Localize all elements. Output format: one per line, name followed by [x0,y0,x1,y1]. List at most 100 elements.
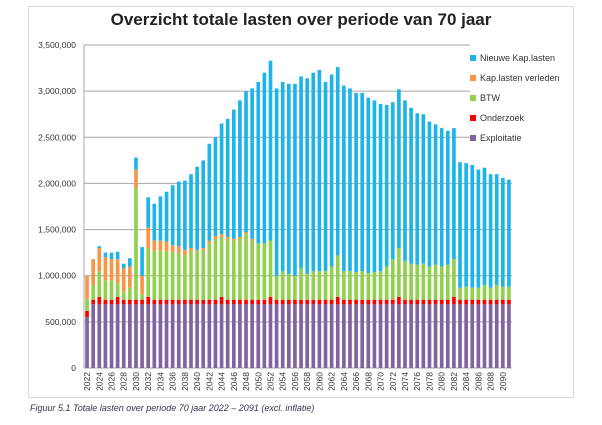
bar-segment-nieuwe-kap-lasten [415,113,420,265]
x-tick-label: 2034 [155,372,165,391]
bar-segment-exploitatie [128,304,132,368]
bar-segment-onderzoek [189,299,193,305]
bar-segment-exploitatie [238,304,242,368]
bar-segment-nieuwe-kap-lasten [207,143,212,241]
legend-item-exploitatie: Exploitatie [470,128,570,148]
bar-segment-nieuwe-kap-lasten [164,191,169,242]
x-tick-label: 2060 [314,372,324,391]
bar-segment-onderzoek [231,299,236,305]
bar-segment-exploitatie [458,304,462,368]
bar-segment-onderzoek [348,299,352,305]
x-tick-label: 2022 [82,372,92,391]
x-tick-label: 2064 [339,372,349,391]
bar-segment-nieuwe-kap-lasten [170,185,175,246]
bar-segment-onderzoek [176,299,181,305]
x-tick-label: 2070 [376,372,386,391]
bar-segment-onderzoek [470,299,475,305]
bar-segment-nieuwe-kap-lasten [488,174,493,288]
bar-segment-nieuwe-kap-lasten [219,123,224,235]
x-tick-label: 2080 [437,372,447,391]
x-tick-label: 2032 [143,372,153,391]
x-tick-label: 2036 [168,372,178,391]
bar-segment-exploitatie [121,304,126,368]
bar-segment-btw [305,273,310,300]
legend-swatch [470,115,476,121]
bar-segment-nieuwe-kap-lasten [323,81,328,272]
bar-segment-exploitatie [274,304,279,368]
bar-segment-onderzoek [360,299,365,305]
bar-segment-nieuwe-kap-lasten [280,81,285,272]
bar-segment-onderzoek [445,299,450,305]
bar-segment-onderzoek [390,299,395,305]
bar-segment-exploitatie [342,304,346,368]
bar-segment-onderzoek [458,299,462,305]
x-tick-label: 2026 [107,372,117,391]
bar-segment-btw [164,250,169,300]
x-tick-label: 2078 [424,372,434,391]
bar-segment-exploitatie [409,304,413,368]
bar-segment-btw [390,259,395,300]
x-tick-label: 2074 [400,372,410,391]
bar-segment-exploitatie [305,304,310,368]
bar-segment-btw [488,287,493,300]
bar-segment-onderzoek [433,299,438,305]
x-tick-label: 2082 [449,372,459,391]
bar-segment-nieuwe-kap-lasten [378,104,383,272]
bar-segment-nieuwe-kap-lasten [452,128,456,260]
bar-segment-kap-lasten-verleden [238,236,242,239]
bar-segment-exploitatie [195,304,199,368]
bar-segment-onderzoek [146,296,151,305]
bar-segment-btw [421,263,426,300]
bar-segment-btw [262,243,267,300]
bar-segment-btw [403,260,407,300]
bar-segment-btw [256,243,261,300]
bar-segment-btw [452,259,456,297]
bar-segment-btw [146,248,151,297]
bar-segment-nieuwe-kap-lasten [317,69,322,272]
y-tick-label: 1,500,000 [38,225,76,235]
bar-segment-nieuwe-kap-lasten [390,102,395,260]
legend-swatch [470,95,476,101]
legend-label: Exploitatie [480,133,522,143]
bar-segment-kap-lasten-verleden [231,238,236,241]
bar-segment-kap-lasten-verleden [121,268,126,292]
bar-segment-nieuwe-kap-lasten [360,92,365,272]
bar-segment-nieuwe-kap-lasten [189,174,193,249]
bar-segment-btw [115,283,120,297]
bar-segment-exploitatie [421,304,426,368]
bar-segment-nieuwe-kap-lasten [274,88,279,276]
bar-segment-exploitatie [189,304,193,368]
bar-segment-btw [103,280,108,300]
bar-segment-exploitatie [378,304,383,368]
bar-segment-btw [121,291,126,300]
bar-segment-nieuwe-kap-lasten [421,114,426,264]
bar-segment-exploitatie [103,304,108,368]
bar-segment-kap-lasten-verleden [134,169,138,189]
bar-segment-onderzoek [238,299,242,305]
bar-segment-onderzoek [482,299,487,305]
bar-segment-btw [225,238,230,300]
bar-segment-exploitatie [482,304,487,368]
bar-segment-btw [195,250,199,300]
x-tick-label: 2052 [265,372,275,391]
bar-segment-nieuwe-kap-lasten [433,124,438,265]
bar-segment-btw [91,284,96,300]
legend-swatch [470,75,476,81]
bar-segment-btw [445,264,450,300]
bar-segment-nieuwe-kap-lasten [238,100,242,237]
bar-segment-kap-lasten-verleden [152,240,157,251]
bar-segment-onderzoek [91,299,96,305]
y-tick-label: 2,000,000 [38,178,76,188]
bar-segment-nieuwe-kap-lasten [445,130,450,265]
bar-segment-btw [170,251,175,300]
bar-segment-btw [268,240,273,297]
bar-segment-onderzoek [250,299,254,305]
bar-segment-btw [464,286,468,300]
bar-segment-btw [360,271,365,300]
bar-segment-onderzoek [500,299,505,305]
x-tick-label: 2048 [241,372,251,391]
bar-segment-nieuwe-kap-lasten [244,91,248,233]
bar-segment-onderzoek [427,299,432,305]
legend-item-nieuwe-kap-lasten: Nieuwe Kap.lasten [470,48,570,68]
